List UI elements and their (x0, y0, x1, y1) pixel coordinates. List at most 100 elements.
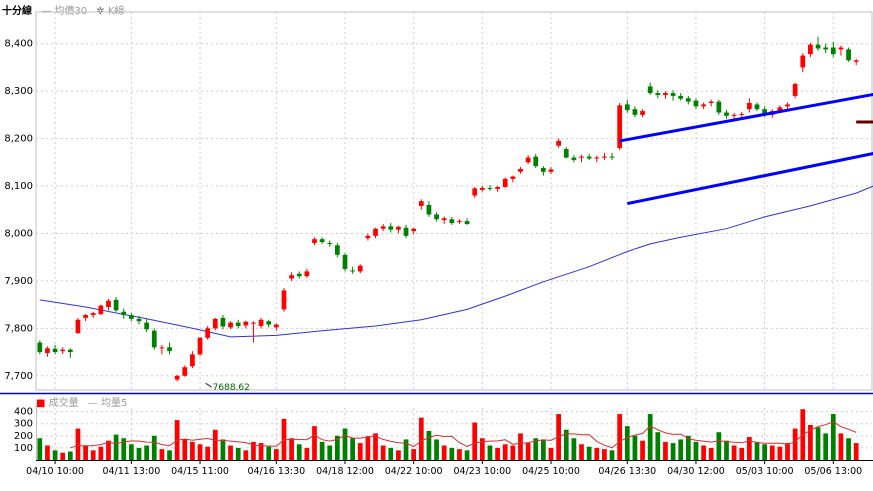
candle-body (266, 321, 272, 325)
candle-body (426, 205, 432, 215)
candle-body (167, 347, 172, 352)
volume-bar (449, 447, 455, 460)
volume-bar (563, 429, 569, 460)
candle-body (731, 114, 737, 116)
volume-bar (632, 435, 638, 460)
candle-body (464, 221, 470, 224)
candle-body (792, 84, 798, 96)
volume-bar (624, 426, 630, 460)
candle-body (228, 322, 233, 328)
volume-bar (617, 414, 623, 460)
volume-bar (701, 445, 706, 460)
volume-bar (129, 444, 134, 460)
candle-body (136, 318, 142, 322)
candle-body (777, 107, 783, 112)
candle-body (434, 214, 439, 220)
period-label[interactable]: 十分線 (2, 6, 32, 17)
candle-body (273, 324, 279, 328)
volume-bar (403, 439, 409, 460)
candle-body (701, 104, 706, 107)
ma30-line-layer (39, 185, 873, 338)
volume-bar (350, 438, 355, 460)
candle-body (724, 112, 729, 116)
y-tick-label: 7,700 (4, 371, 33, 382)
candle-body (403, 227, 409, 236)
volume-bar (762, 444, 767, 460)
candle-body (640, 111, 645, 115)
candle-body (815, 44, 821, 49)
candle-body (693, 100, 699, 107)
candle-body (418, 201, 424, 206)
candle-body (182, 367, 188, 376)
volume-bar (83, 445, 88, 460)
y-tick-label: 8,400 (4, 39, 33, 50)
grid (0, 11, 873, 461)
candles-layer (37, 36, 859, 382)
volume-bar (708, 447, 714, 460)
candle-body (365, 235, 371, 239)
volume-bar (243, 450, 249, 460)
volume-bar (670, 443, 676, 460)
candle-body (563, 149, 569, 158)
candle-body (60, 349, 66, 352)
volume-bar (335, 435, 340, 460)
x-tick-label: 04/16 13:30 (247, 466, 305, 477)
x-tick-label: 05/03 10:00 (736, 466, 794, 477)
candle-body (45, 348, 50, 353)
volume-bar (365, 437, 371, 460)
volume-bar (533, 438, 539, 460)
volume-ma-swatch-icon: — (87, 398, 98, 409)
candle-body (373, 228, 378, 236)
candle-body (647, 86, 653, 94)
candle-body (251, 322, 256, 324)
volume-bar (838, 433, 844, 460)
volume-bar (647, 414, 653, 460)
volume-bar (747, 437, 752, 460)
volume-ma-legend-label: 均量5 (101, 398, 128, 409)
candle-body (174, 375, 180, 380)
volume-bar (853, 443, 859, 460)
candle-body (327, 242, 333, 244)
volume-bar (205, 446, 211, 460)
volume-swatch-icon: ■ (36, 398, 46, 409)
candle-body (52, 348, 58, 353)
volume-bar (846, 438, 851, 460)
candle-body (319, 239, 325, 242)
volume-bar (464, 450, 470, 460)
candle-body (90, 313, 96, 316)
volume-bar (327, 445, 333, 460)
volume-layer (37, 409, 859, 460)
low-value-pointer (205, 382, 212, 388)
x-tick-label: 04/18 12:00 (316, 466, 374, 477)
candle-body (159, 347, 165, 349)
volume-bar (815, 427, 821, 460)
candle-body (762, 109, 767, 115)
candle-body (335, 245, 340, 255)
candle-body (441, 218, 447, 221)
volume-bar (418, 417, 424, 460)
candle-body (37, 342, 43, 353)
volume-bar (296, 444, 302, 460)
candle-body (602, 156, 607, 158)
y-tick-label: 7,800 (4, 323, 33, 334)
volume-bar (52, 450, 58, 460)
y-tick-label: 8,200 (4, 134, 33, 145)
candle-body (823, 47, 829, 50)
annotations-layer: 8414.887688.62▲ (205, 382, 250, 393)
candle-body (533, 156, 539, 167)
candle-body (502, 178, 508, 187)
candle-body (75, 319, 81, 334)
price-plot-frame (35, 11, 873, 391)
volume-bar (434, 439, 439, 460)
candle-body (457, 221, 462, 223)
candle-body (235, 322, 241, 326)
candle-body (258, 319, 264, 326)
volume-bar (724, 440, 729, 460)
candle-body (708, 101, 714, 104)
candle-body (106, 300, 111, 307)
volume-bar (388, 447, 394, 460)
volume-bar (640, 440, 645, 460)
volume-bar (182, 439, 188, 460)
vol-y-tick-label: 100 (14, 443, 33, 454)
